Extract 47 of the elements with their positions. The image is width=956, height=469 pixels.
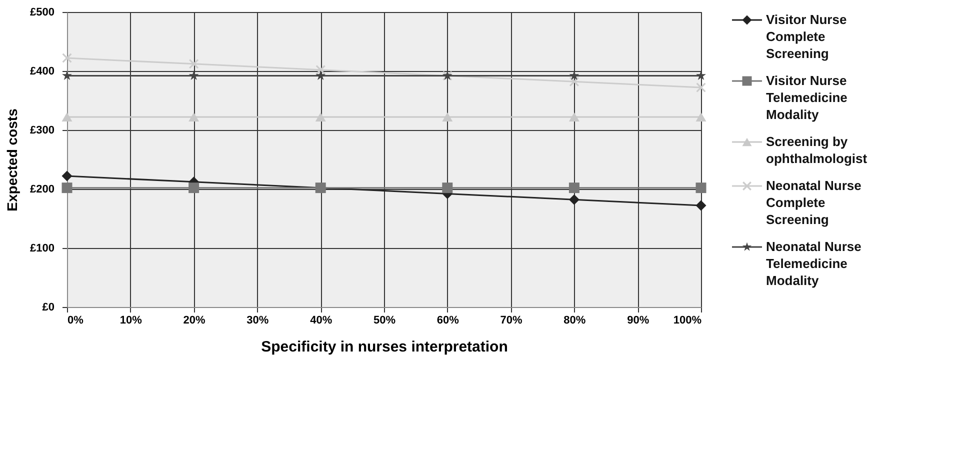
y-tick-label: £300 [30, 124, 54, 136]
point [62, 112, 72, 122]
point [62, 182, 72, 194]
y-tick-label: £200 [30, 184, 54, 196]
point [696, 70, 706, 80]
legend-label: Visitor Nurse Telemedicine Modality [766, 73, 848, 122]
point [569, 76, 580, 87]
x-tick-label: 30% [246, 314, 269, 326]
point [442, 182, 453, 194]
x-tick-label: 90% [627, 314, 650, 326]
point [188, 70, 199, 80]
x-tick-label: 50% [373, 314, 396, 326]
x-tick-label: 0% [68, 314, 84, 326]
legend-label: Visitor Nurse Complete Screening [766, 12, 847, 61]
x-axis-title: Specificity in nurses interpretation [261, 338, 508, 356]
point [316, 64, 326, 75]
legend-label: Screening by ophthalmologist [766, 134, 868, 166]
x-tick-label: 80% [564, 314, 586, 326]
x-tick-label: 60% [436, 314, 460, 326]
y-axis-title: Expected costs [4, 108, 20, 212]
point [568, 112, 580, 122]
x-tick-label: 10% [120, 314, 142, 326]
point [188, 58, 199, 69]
point [568, 194, 580, 205]
x-tick-label: 40% [310, 314, 332, 326]
y-tick-label: £400 [30, 66, 54, 78]
point [188, 182, 200, 194]
y-tick-label: £100 [30, 242, 54, 254]
point [62, 53, 72, 64]
point [62, 170, 72, 182]
x-tick-label: 100% [673, 314, 702, 326]
point [568, 182, 580, 194]
x-tick-label: 20% [183, 314, 206, 326]
point [696, 182, 706, 194]
point [315, 112, 326, 122]
point [696, 200, 706, 211]
point [696, 82, 706, 93]
y-tick-label: £0 [42, 302, 54, 314]
legend-label: Neonatal Nurse Telemedicine Modality [766, 239, 862, 288]
point [696, 112, 706, 122]
point [316, 70, 326, 80]
y-tick-label: £500 [30, 6, 54, 18]
point [188, 112, 200, 122]
point [569, 70, 580, 80]
point [442, 112, 453, 122]
legend-label: Neonatal Nurse Complete Screening [766, 178, 862, 227]
x-tick-label: 70% [500, 314, 523, 326]
